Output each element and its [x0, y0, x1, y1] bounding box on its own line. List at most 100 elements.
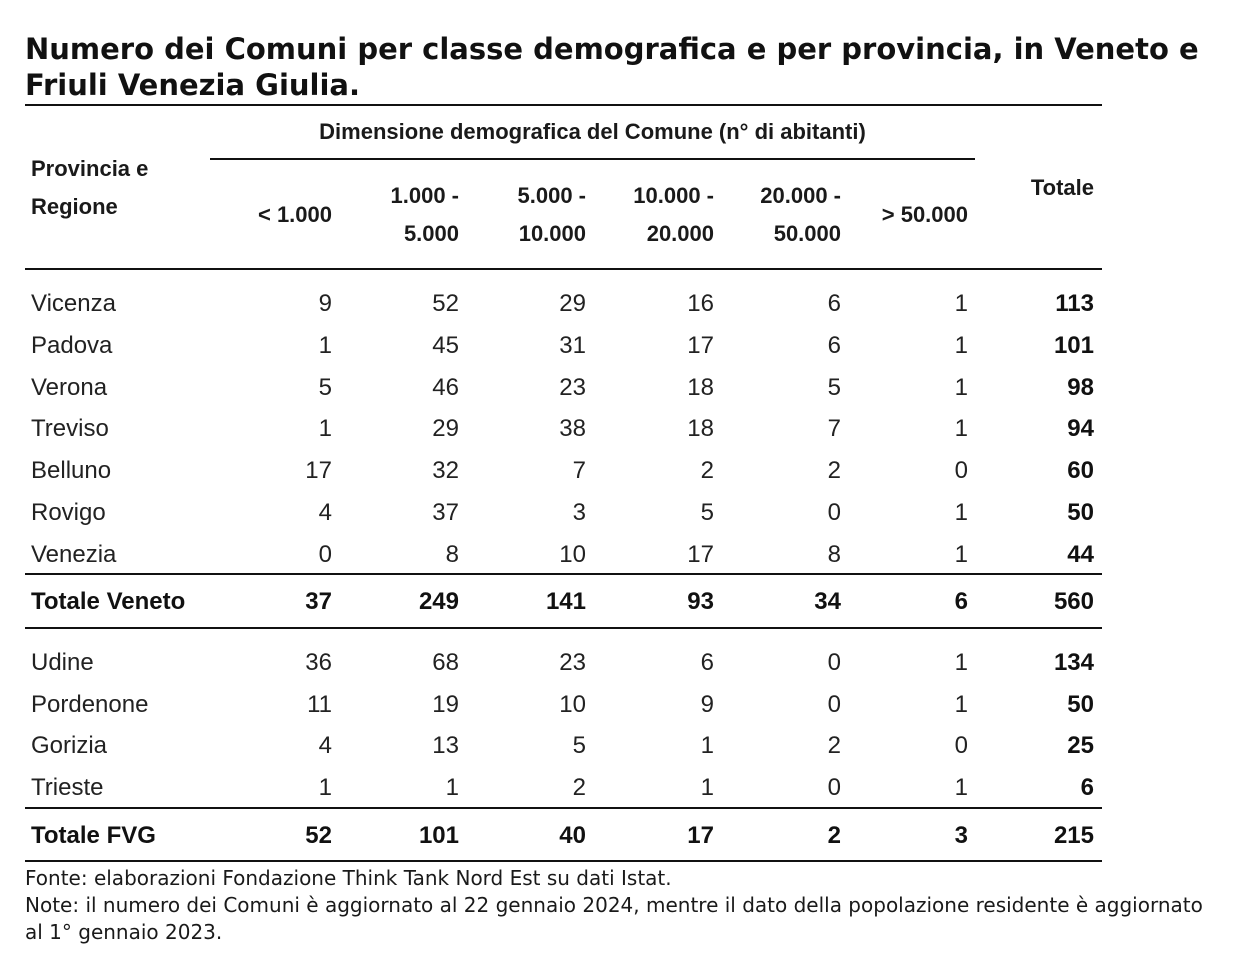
note: Note: il numero dei Comuni è aggiornato … [25, 893, 1203, 944]
row-label: Gorizia [31, 732, 108, 759]
table-cell: 1 [954, 332, 968, 359]
table-cell: 68 [432, 649, 459, 676]
table-cell: 18 [687, 374, 714, 401]
table-cell: 5 [318, 374, 332, 401]
col-header-10000-20000: 10.000 - 20.000 [633, 183, 714, 246]
row-total-cell: 94 [1067, 415, 1094, 442]
table-cell: 3 [954, 822, 968, 849]
row-label: Padova [31, 332, 113, 359]
table-cell: 1 [318, 774, 332, 801]
table-cell: 1 [954, 691, 968, 718]
table-cell: 4 [318, 732, 332, 759]
table-cell: 101 [418, 822, 459, 849]
col-header-20000-50000: 20.000 - 50.000 [760, 183, 841, 246]
table-cell: 1 [954, 290, 968, 317]
table-cell: 4 [318, 499, 332, 526]
veneto-total-bottom-rule [25, 627, 1102, 629]
bottom-rule [25, 860, 1102, 862]
table-cell: 31 [559, 332, 586, 359]
table-cell: 0 [954, 732, 968, 759]
row-header-line-1: Provincia e [31, 156, 149, 181]
table-cell: 2 [700, 457, 714, 484]
table-cell: 7 [572, 457, 586, 484]
table-title: Numero dei Comuni per classe demografica… [25, 32, 1199, 102]
table-cell: 40 [559, 822, 586, 849]
table-cell: 17 [687, 332, 714, 359]
table-cell: 1 [954, 774, 968, 801]
table-cell: 141 [545, 588, 586, 615]
table-cell: 17 [687, 541, 714, 568]
table-cell: 17 [687, 822, 714, 849]
row-total-cell: 60 [1067, 457, 1094, 484]
row-label: Udine [31, 649, 94, 676]
table-cell: 0 [827, 499, 841, 526]
col-header-totale: Totale [1030, 175, 1094, 200]
table-cell: 1 [954, 541, 968, 568]
table-cell: 5 [827, 374, 841, 401]
table-cell: 1 [318, 332, 332, 359]
table-cell: 93 [687, 588, 714, 615]
table-cell: 46 [432, 374, 459, 401]
table-cell: 1 [954, 499, 968, 526]
table-cell: 0 [827, 649, 841, 676]
row-total-cell: 113 [1055, 290, 1094, 317]
table-cell: 36 [305, 649, 332, 676]
group-header: Dimensione demografica del Comune (n° di… [319, 119, 866, 144]
top-rule [25, 104, 1102, 106]
table-cell: 23 [559, 649, 586, 676]
row-label: Verona [31, 374, 108, 401]
table-cell: 249 [418, 588, 459, 615]
table-cell: 37 [305, 588, 332, 615]
row-label: Venezia [31, 541, 117, 568]
table-cell: 37 [432, 499, 459, 526]
row-total-cell: 50 [1067, 691, 1094, 718]
row-label: Totale Veneto [31, 588, 186, 615]
group-header-rule [210, 158, 975, 160]
table-cell: 1 [700, 774, 714, 801]
row-label: Treviso [31, 415, 109, 442]
header-rule [25, 268, 1102, 270]
row-label: Pordenone [31, 691, 149, 718]
row-label: Rovigo [31, 499, 106, 526]
table-cell: 34 [814, 588, 841, 615]
table-cell: 17 [305, 457, 332, 484]
row-total-cell: 50 [1067, 499, 1094, 526]
table-cell: 2 [827, 822, 841, 849]
table-cell: 9 [318, 290, 332, 317]
table-cell: 0 [318, 541, 332, 568]
table-cell: 38 [559, 415, 586, 442]
table-cell: 0 [827, 774, 841, 801]
table-cell: 2 [827, 732, 841, 759]
veneto-total-top-rule [25, 573, 1102, 575]
row-header-line-2: Regione [31, 194, 118, 219]
table-cell: 1 [318, 415, 332, 442]
row-total-cell: 560 [1053, 588, 1094, 615]
table-cell: 0 [954, 457, 968, 484]
table-cell: 6 [827, 332, 841, 359]
row-total-cell: 101 [1053, 332, 1094, 359]
table-cell: 1 [445, 774, 459, 801]
table-cell: 19 [432, 691, 459, 718]
table-cell: 16 [687, 290, 714, 317]
row-label: Trieste [31, 774, 104, 801]
table-cell: 7 [827, 415, 841, 442]
table-cell: 1 [700, 732, 714, 759]
table-cell: 10 [559, 541, 586, 568]
row-label: Vicenza [31, 290, 116, 317]
table-cell: 52 [432, 290, 459, 317]
table-cell: 9 [700, 691, 714, 718]
table-cell: 3 [572, 499, 586, 526]
table-cell: 10 [559, 691, 586, 718]
table-cell: 6 [827, 290, 841, 317]
row-label: Belluno [31, 457, 112, 484]
row-total-cell: 44 [1067, 541, 1094, 568]
table-cell: 1 [954, 415, 968, 442]
table-cell: 13 [432, 732, 459, 759]
row-total-cell: 134 [1053, 649, 1094, 676]
col-header-lt-1000: < 1.000 [257, 202, 332, 227]
table-cell: 8 [827, 541, 841, 568]
table-cell: 23 [559, 374, 586, 401]
table-cell: 5 [572, 732, 586, 759]
table-cell: 5 [700, 499, 714, 526]
table-cell: 1 [954, 649, 968, 676]
